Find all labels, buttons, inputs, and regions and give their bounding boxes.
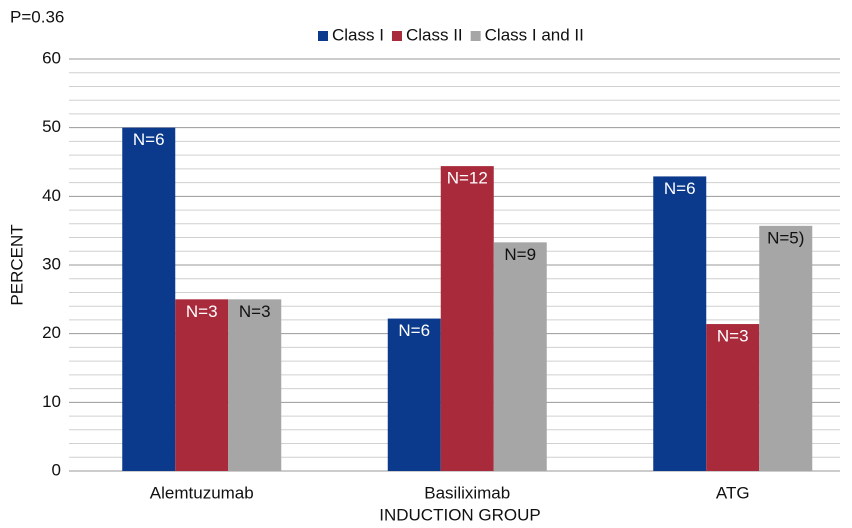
bar [493, 242, 547, 471]
data-label: N=3 [239, 302, 271, 321]
y-tick-label: 40 [42, 186, 61, 205]
data-label: N=6 [133, 130, 165, 149]
legend-label: Class I and II [485, 25, 584, 44]
data-label: N=3 [717, 327, 749, 346]
y-tick-label: 0 [52, 460, 61, 479]
bar [122, 127, 176, 472]
bar [440, 166, 494, 471]
bar [706, 324, 760, 471]
legend-label: Class II [406, 25, 463, 44]
y-tick-label: 60 [42, 48, 61, 67]
data-label: N=9 [504, 245, 536, 264]
data-label: N=12 [447, 169, 488, 188]
bar [175, 299, 229, 471]
y-tick-label: 50 [42, 117, 61, 136]
legend-swatch [318, 31, 328, 41]
bar [387, 318, 441, 471]
data-label: N=6 [664, 179, 696, 198]
y-tick-label: 10 [42, 392, 61, 411]
bar [228, 299, 282, 471]
y-axis-title: PERCENT [7, 224, 26, 305]
data-label: N=3 [186, 302, 218, 321]
chart-title: P=0.36 [10, 7, 64, 26]
bar [759, 225, 813, 471]
legend-label: Class I [332, 25, 384, 44]
x-axis-title: INDUCTION GROUP [379, 505, 541, 524]
x-tick-label: ATG [716, 483, 750, 502]
legend-swatch [470, 31, 481, 41]
data-label: N=5) [767, 228, 804, 247]
data-label: N=6 [398, 321, 430, 340]
y-tick-label: 30 [42, 254, 61, 273]
bar [653, 176, 707, 472]
x-tick-label: Basiliximab [424, 483, 510, 502]
legend-swatch [391, 31, 402, 41]
y-tick-label: 20 [42, 323, 61, 342]
x-tick-label: Alemtuzumab [150, 483, 254, 502]
